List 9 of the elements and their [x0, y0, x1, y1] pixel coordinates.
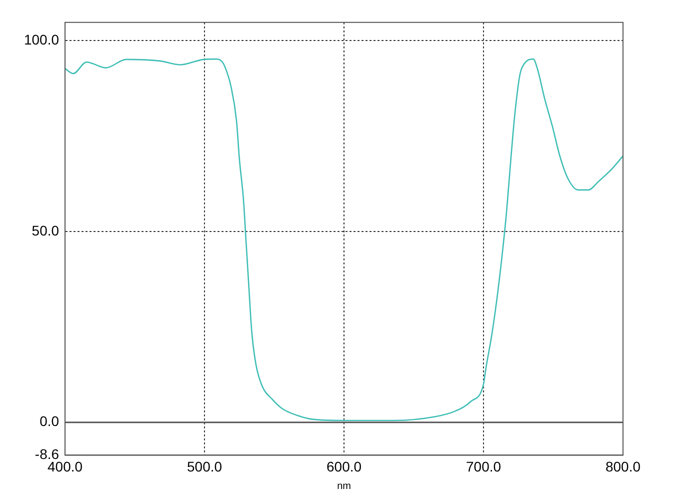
- x-tick-label: 800.0: [605, 458, 641, 474]
- y-tick-label: 50.0: [32, 222, 60, 238]
- x-tick-label: 600.0: [326, 458, 362, 474]
- x-tick-label: 500.0: [187, 458, 222, 474]
- y-tick-label: 100.0: [24, 32, 60, 48]
- x-axis-title: nm: [337, 480, 351, 492]
- y-tick-label: 0.0: [40, 413, 60, 430]
- line-series: [65, 58, 623, 422]
- x-tick-label: 700.0: [466, 458, 502, 474]
